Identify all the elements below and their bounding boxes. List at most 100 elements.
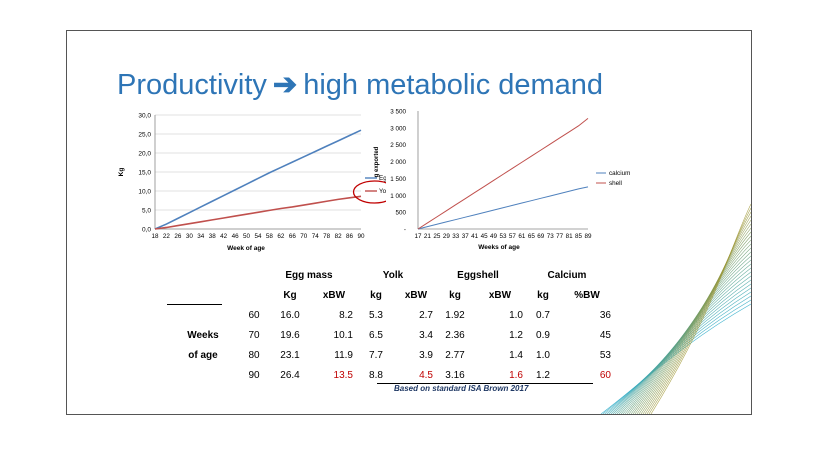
y-tick-label: 1 500 [390,176,406,183]
x-tick-label: 22 [163,233,171,240]
x-tick-label: 70 [300,233,308,240]
table-row: 60 16.0 8.2 5.3 2.7 1.92 1.0 0.7 36 [163,305,611,325]
highlight-circle [352,180,386,204]
legend-label: Egg r [379,175,386,182]
table-cell: 13.5 [333,369,353,381]
table-cell: 2.36 [445,329,465,341]
table-cell: 26.4 [280,369,300,381]
series-line-shell [417,118,589,230]
table-cell: 6.5 [369,329,383,341]
wave-line [650,203,751,414]
y-tick-label: 3 000 [390,125,406,132]
table-cell: 1.2 [509,329,523,341]
x-tick-label: 54 [254,233,262,240]
x-tick-label: 30 [186,233,194,240]
x-tick-label: 45 [481,233,489,240]
table-cell: 1.92 [445,309,465,321]
row-group-label: Weeks [187,329,219,341]
series-line-egg-r [154,129,362,230]
x-tick-label: 61 [518,233,526,240]
x-tick-label: 17 [414,233,422,240]
table-cell: 3.16 [445,369,465,381]
x-tick-label: 26 [174,233,182,240]
table-cell: 36 [599,309,611,321]
y-tick-label: 0,0 [142,227,151,234]
table-divider-bottom [377,383,593,384]
table-cell: 0.7 [536,309,550,321]
table-group-header-row: Egg mass Yolk Eggshell Calcium [163,265,611,285]
y-axis-label: Kg [118,168,125,177]
slide-title: Productivity ➔ high metabolic demand [117,67,603,102]
wave-line [636,231,751,414]
x-tick-label: 73 [547,233,555,240]
egg-yolk-mass-chart: 0,0 5,0 10,0 15,0 20,0 25,0 30,0 18 22 26 30 34 38 42… [118,113,386,252]
row-group-label [163,365,243,385]
table-cell: 19.6 [280,329,300,341]
row-group-label [163,305,243,325]
table-cell: 7.7 [369,349,383,361]
table-cell: 10.1 [333,329,353,341]
x-tick-label: 58 [266,233,274,240]
table-cell: 11.9 [334,349,353,361]
table-cell: 53 [599,349,611,361]
decorative-wave-lines [600,203,751,414]
week-cell: 70 [248,329,260,341]
x-tick-label: 21 [424,233,432,240]
wave-line [640,223,751,414]
wave-line [634,235,751,414]
x-tick-label: 74 [312,233,320,240]
week-cell: 90 [248,369,260,381]
wave-line [604,295,751,414]
x-tick-label: 86 [346,233,354,240]
x-tick-label: 49 [490,233,498,240]
y-axis-label: g exported [374,146,380,177]
x-tick-label: 65 [528,233,536,240]
slide: Productivity ➔ high metabolic demand 0,0 5,… [66,30,752,415]
table-cell: 45 [599,329,611,341]
x-tick-label: 57 [509,233,517,240]
unit-header: %BW [574,289,600,301]
x-tick-label: 85 [575,233,583,240]
x-tick-label: 62 [277,233,285,240]
legend-label: Yolk [379,188,386,195]
y-tick-label: 3 500 [390,109,406,116]
x-tick-label: 42 [220,233,228,240]
arrow-right-icon: ➔ [272,69,298,101]
table-row: of age 80 23.1 11.9 7.7 3.9 2.77 1.4 1.0 53 [163,345,611,365]
table-body: 60 16.0 8.2 5.3 2.7 1.92 1.0 0.7 36 Weeks 70 19.6 10… [163,305,611,385]
x-tick-label: 41 [471,233,479,240]
unit-header: kg [537,289,549,301]
unit-header: kg [370,289,382,301]
table-cell: 8.2 [339,309,353,321]
x-tick-label: 38 [209,233,217,240]
x-tick-label: 89 [584,233,592,240]
unit-header: xBW [404,289,428,301]
table-cell: 3.9 [419,349,433,361]
week-cell: 60 [248,309,260,321]
y-tick-label: 15,0 [138,170,151,177]
y-tick-label: 25,0 [138,132,151,139]
table-cell: 4.5 [419,369,433,381]
y-tick-label: 2 500 [390,142,406,149]
legend-label: calcium [609,170,630,177]
x-tick-label: 81 [566,233,574,240]
table-cell: 1.4 [509,349,523,361]
wave-line [638,227,751,414]
productivity-table: Egg mass Yolk Eggshell Calcium Kg xBW kg… [163,265,611,385]
group-header: Calcium [547,269,587,281]
series-line-calcium [417,186,589,230]
title-right-text: high metabolic demand [303,69,604,101]
wave-line [602,299,751,414]
wave-line [606,291,751,414]
table-cell: 0.9 [536,329,550,341]
y-tick-label: 500 [395,210,406,217]
wave-line [622,259,751,414]
x-axis-label: Week of age [227,245,265,252]
unit-header: kg [449,289,461,301]
table-divider-left [167,304,222,305]
wave-line [648,207,751,414]
title-left-text: Productivity [117,69,267,101]
y-tick-label: - [404,227,406,234]
table-cell: 60 [599,369,611,381]
x-tick-label: 69 [537,233,545,240]
